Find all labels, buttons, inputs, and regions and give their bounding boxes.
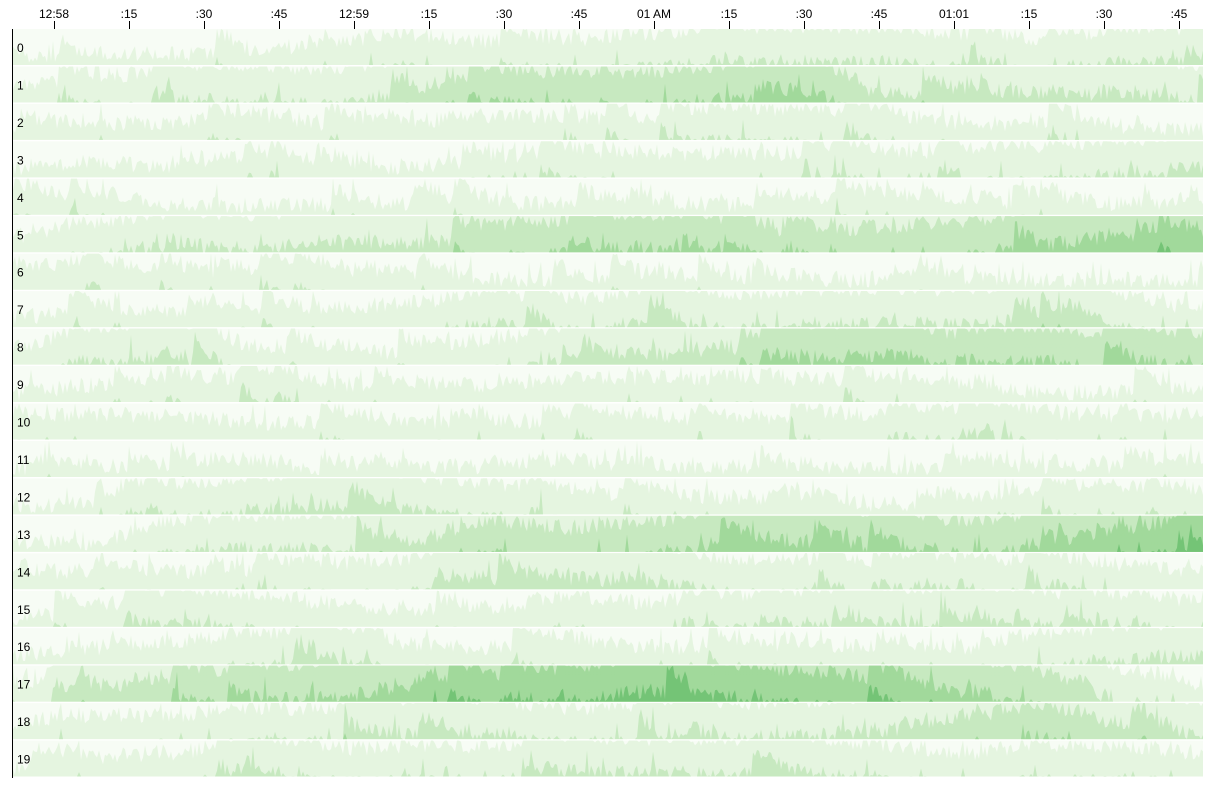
x-tick-label: :15 [121,7,138,21]
series-row: 2 [13,104,1203,140]
series-label: 1 [17,78,24,92]
series-row: 3 [13,141,1203,177]
series-row: 12 [13,478,1203,514]
series-row: 14 [13,553,1203,589]
series-row: 4 [13,179,1203,215]
series-label: 2 [17,116,24,130]
x-tick-label: :30 [196,7,213,21]
series-label: 6 [17,266,24,280]
series-row: 0 [13,29,1203,65]
series-row: 9 [13,366,1203,402]
series-label: 10 [17,416,31,430]
series-label: 15 [17,603,31,617]
x-axis: 12:58 :15 :30 :45 12:59 :15 :30 :45 01 AM :15 :30:… [39,7,1188,29]
series-label: 13 [17,528,31,542]
series-row: 10 [13,404,1203,440]
series-label: 3 [17,153,24,167]
series-label: 4 [17,191,24,205]
series-row: 7 [13,291,1203,327]
series-label: 7 [17,303,24,317]
series-label: 9 [17,378,24,392]
x-tick-label: :30 [496,7,513,21]
x-tick-label: 12:58 [39,7,69,21]
series-row: 18 [13,703,1203,739]
x-tick-label: :45 [1171,7,1188,21]
series-row: 13 [13,516,1203,552]
x-tick-label: 01 AM [637,7,671,21]
x-tick-label: :45 [871,7,888,21]
series-row: 8 [13,329,1203,365]
x-tick-label: 01:01 [939,7,969,21]
series-label: 11 [17,453,30,467]
x-tick-label: :45 [571,7,588,21]
x-tick-label: :15 [421,7,438,21]
x-tick-label: 12:59 [339,7,369,21]
series-row: 15 [13,591,1203,627]
series-row: 19 [13,741,1203,777]
series-label: 19 [17,753,31,767]
series-label: 18 [17,715,31,729]
series-label: 5 [17,228,24,242]
series-row: 6 [13,254,1203,290]
series-row: 11 [13,441,1203,477]
series-label: 8 [17,341,24,355]
series-row: 17 [13,666,1203,702]
series-label: 16 [17,640,31,654]
series-label: 17 [17,678,31,692]
series-row: 16 [13,628,1203,664]
series-row: 1 [13,66,1203,102]
series-label: 0 [17,41,24,55]
x-tick-label: :45 [271,7,288,21]
x-tick-label: :15 [1021,7,1038,21]
x-tick-label: :30 [796,7,813,21]
x-tick-label: :15 [721,7,738,21]
series-label: 12 [17,490,31,504]
series-row: 5 [13,216,1203,252]
x-tick-label: :30 [1096,7,1113,21]
series-label: 14 [17,565,31,579]
